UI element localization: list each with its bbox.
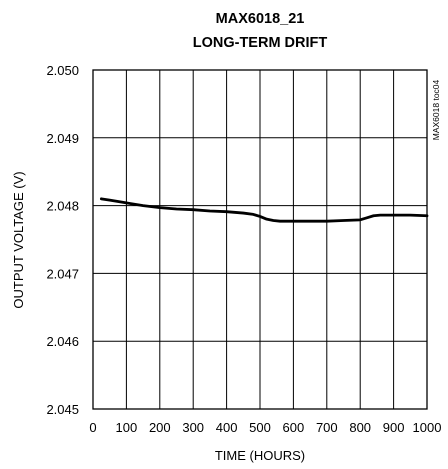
y-tick-label: 2.047 [46, 266, 79, 281]
y-axis-ticks: 2.045 2.046 2.047 2.048 2.049 2.050 [46, 63, 79, 417]
x-tick-label: 0 [89, 420, 96, 435]
y-tick-label: 2.048 [46, 199, 79, 214]
y-tick-label: 2.046 [46, 334, 79, 349]
x-tick-label: 800 [349, 420, 371, 435]
grid-lines [93, 70, 427, 409]
x-tick-label: 100 [116, 420, 138, 435]
x-tick-label: 200 [149, 420, 171, 435]
x-tick-label: 400 [216, 420, 238, 435]
x-axis-ticks: 0 100 200 300 400 500 600 700 800 900 1000 [89, 420, 441, 435]
y-axis-label: OUTPUT VOLTAGE (V) [11, 171, 26, 308]
chart-title-line-2: LONG-TERM DRIFT [193, 35, 328, 51]
figure-id-label: MAX6018 toc04 [431, 79, 441, 140]
x-tick-label: 900 [383, 420, 405, 435]
x-tick-label: 500 [249, 420, 271, 435]
y-tick-label: 2.050 [46, 63, 79, 78]
x-tick-label: 1000 [413, 420, 442, 435]
chart-title-line-1: MAX6018_21 [216, 11, 305, 27]
plot-frame [92, 69, 428, 410]
series-line [99, 197, 429, 223]
y-tick-label: 2.049 [46, 131, 79, 146]
x-tick-label: 300 [182, 420, 204, 435]
x-axis-label: TIME (HOURS) [215, 448, 305, 463]
x-tick-label: 700 [316, 420, 338, 435]
y-tick-label: 2.045 [46, 402, 79, 417]
x-tick-label: 600 [283, 420, 305, 435]
